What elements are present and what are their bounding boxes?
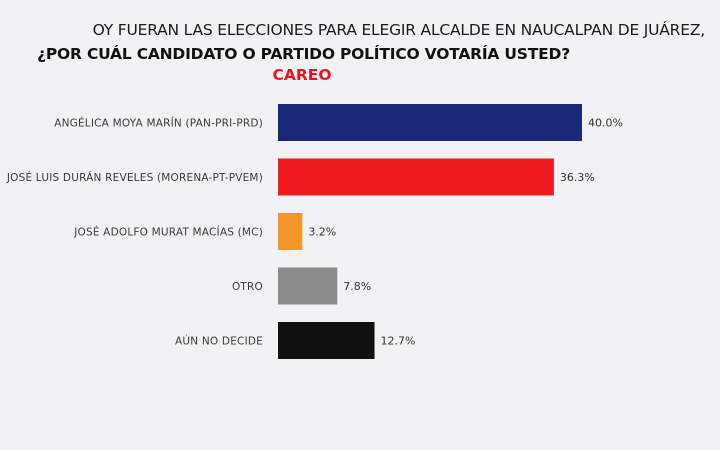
value-label-3: 3.2% <box>308 226 336 239</box>
category-label-5: AÚN NO DECIDE <box>175 335 263 348</box>
value-label-1: 40.0% <box>588 117 623 130</box>
category-label-2: JOSÉ LUIS DURÁN REVELES (MORENA-PT-PVEM) <box>6 171 263 184</box>
value-label-5: 12.7% <box>381 335 416 348</box>
bars-group: ANGÉLICA MOYA MARÍN (PAN-PRI-PRD) 40.0% JO… <box>6 104 623 359</box>
chart-subtitle: CAREO <box>272 66 331 84</box>
category-label-4: OTRO <box>232 281 263 293</box>
value-label-4: 7.8% <box>343 280 371 293</box>
category-label-1: ANGÉLICA MOYA MARÍN (PAN-PRI-PRD) <box>54 117 263 130</box>
bar-4 <box>278 267 338 305</box>
chart-title-line1: OY FUERAN LAS ELECCIONES PARA ELEGIR ALC… <box>93 20 705 39</box>
value-label-2: 36.3% <box>560 171 595 184</box>
category-label-3: JOSÉ ADOLFO MURAT MACÍAS (MC) <box>73 226 263 239</box>
bar-2 <box>278 158 554 196</box>
bar-3 <box>278 213 303 250</box>
bar-5 <box>278 322 375 359</box>
chart-title-line2: ¿POR CUÁL CANDIDATO O PARTIDO POLÍTICO V… <box>37 44 570 63</box>
bar-1 <box>278 104 582 141</box>
